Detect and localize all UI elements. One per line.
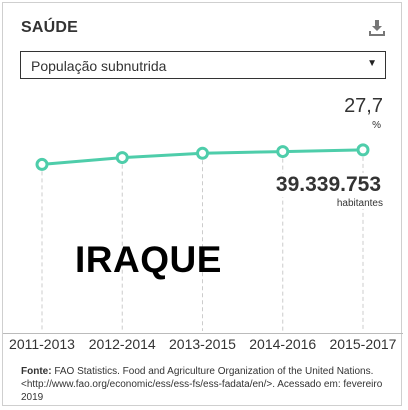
data-point-2014-2016[interactable]: [276, 145, 290, 159]
caret-down-icon: ▼: [367, 58, 377, 69]
data-point-2015-2017[interactable]: [356, 143, 370, 157]
section-title: SAÚDE: [21, 19, 79, 36]
x-tick-label: 2013-2015: [169, 336, 236, 352]
population-value: 39.339.753: [273, 173, 383, 197]
data-point-2012-2014[interactable]: [115, 151, 129, 165]
data-point-2011-2013[interactable]: [35, 157, 49, 171]
download-icon[interactable]: [369, 19, 385, 37]
country-name: IRAQUE: [75, 239, 222, 280]
line-chart: 2011-2013 2012-2014 2013-2015 2014-2016 2015…: [9, 143, 397, 352]
x-tick-label: 2015-2017: [330, 336, 397, 352]
x-tick-label: 2012-2014: [89, 336, 156, 352]
indicator-select[interactable]: População subnutrida ▼: [20, 51, 386, 79]
source-text: FAO Statistics. Food and Agriculture Org…: [21, 366, 383, 403]
x-tick-label: 2011-2013: [9, 336, 75, 352]
source-label: Fonte:: [21, 366, 52, 377]
percent-value: 27,7: [344, 95, 383, 117]
x-axis-line: [3, 333, 403, 334]
health-card: SAÚDE População subnutrida ▼ 2011-2013 20…: [2, 2, 403, 406]
x-tick-label: 2014-2016: [249, 336, 316, 352]
data-point-2013-2015[interactable]: [196, 146, 209, 160]
source-note: Fonte: FAO Statistics. Food and Agricult…: [21, 365, 393, 404]
percent-unit: %: [372, 120, 381, 131]
indicator-select-value: População subnutrida: [31, 58, 167, 74]
population-unit: habitantes: [334, 198, 385, 209]
